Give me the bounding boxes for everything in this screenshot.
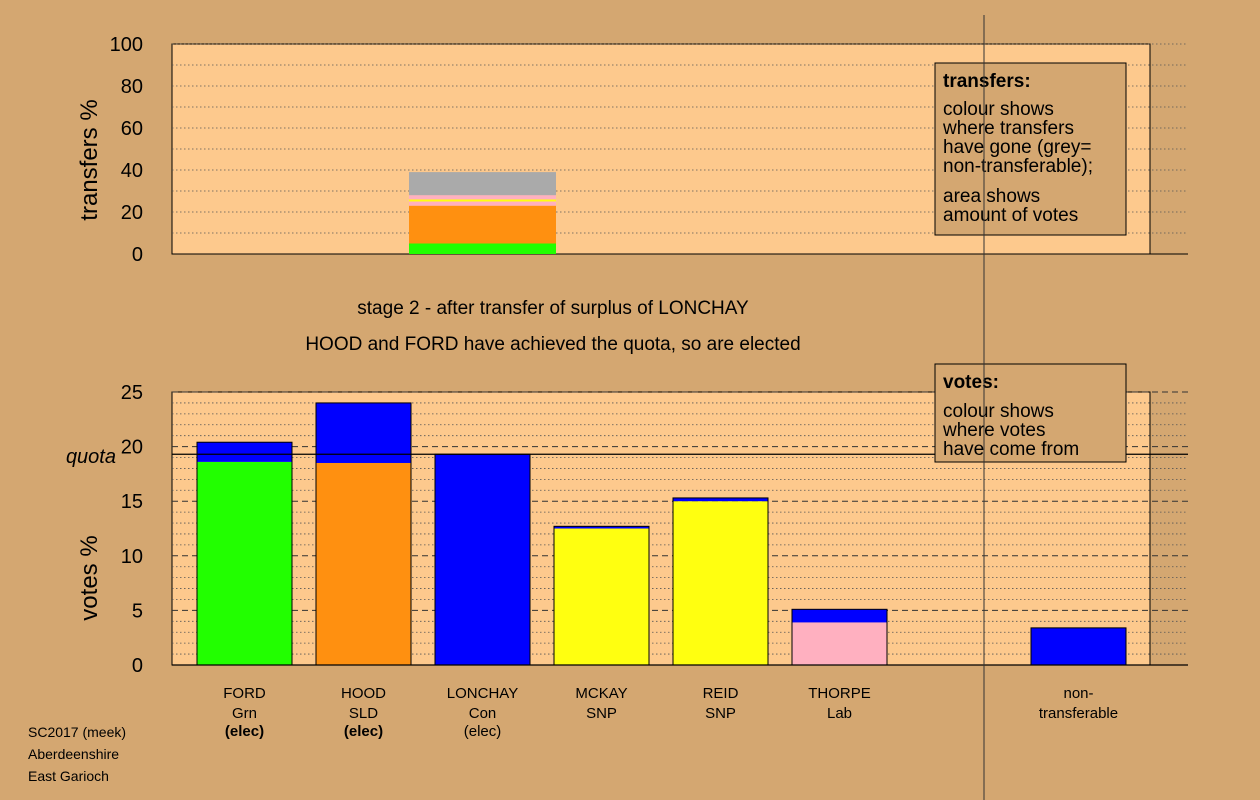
quota-label: quota: [66, 446, 116, 468]
candidate-status-lonchay: (elec): [464, 723, 502, 740]
bar-reid-segment: [673, 501, 768, 665]
transfer-segment: [409, 201, 556, 206]
bar-mckay-segment: [554, 526, 649, 529]
stage-title: stage 2 - after transfer of surplus of L…: [357, 298, 749, 319]
transfers-y-tick-label: 20: [121, 202, 143, 224]
votes-y-axis-label: votes %: [76, 535, 103, 620]
candidate-status-ford: (elec): [225, 723, 264, 740]
transfers-y-tick-label: 80: [121, 76, 143, 98]
bar-thorpe-segment: [792, 622, 887, 665]
transfer-segment: [409, 243, 556, 254]
votes-y-tick-label: 15: [121, 491, 143, 513]
nontransferable-label-line2: transferable: [1039, 705, 1118, 722]
candidate-name-reid: REID: [703, 685, 739, 702]
votes-y-tick-label: 20: [121, 437, 143, 459]
bar-hood-segment: [316, 402, 411, 463]
transfer-segment: [409, 195, 556, 200]
bar-nontransferable-segment: [1031, 627, 1126, 665]
votes-legend-text: colour shows: [943, 401, 1054, 422]
transfer-segment: [409, 199, 556, 202]
transfers-legend-text: colour shows: [943, 99, 1054, 120]
stage-subtitle: HOOD and FORD have achieved the quota, s…: [305, 334, 800, 355]
bar-mckay-segment: [554, 528, 649, 665]
transfers-legend-text: have gone (grey=: [943, 137, 1091, 158]
candidate-party-thorpe: Lab: [827, 705, 852, 722]
candidate-party-lonchay: Con: [469, 705, 497, 722]
transfers-y-tick-label: 100: [110, 34, 143, 56]
candidate-name-lonchay: LONCHAY: [447, 685, 518, 702]
votes-legend-box: [934, 363, 1127, 463]
footer-line-1: SC2017 (meek): [28, 724, 127, 740]
bar-ford-segment: [197, 461, 292, 665]
votes-y-tick-label: 25: [121, 382, 143, 404]
votes-y-tick-label: 5: [132, 600, 143, 622]
candidate-status-hood: (elec): [344, 723, 383, 740]
transfers-legend-text: where transfers: [942, 118, 1074, 139]
transfer-segment: [409, 172, 556, 196]
transfers-y-tick-label: 0: [132, 244, 143, 266]
bar-hood-segment: [316, 462, 411, 665]
transfers-y-tick-label: 60: [121, 118, 143, 140]
candidate-name-thorpe: THORPE: [808, 685, 871, 702]
transfers-y-axis-label: transfers %: [76, 99, 103, 220]
votes-legend-text: have come from: [943, 439, 1079, 460]
candidate-party-hood: SLD: [349, 705, 378, 722]
transfers-legend-title: transfers:: [943, 71, 1031, 92]
bar-lonchay-segment: [435, 454, 530, 665]
transfers-legend-box: [934, 62, 1127, 236]
votes-y-tick-label: 0: [132, 655, 143, 677]
candidate-party-mckay: SNP: [586, 705, 617, 722]
transfers-y-tick-label: 40: [121, 160, 143, 182]
bar-ford-segment: [197, 442, 292, 462]
candidate-name-ford: FORD: [223, 685, 266, 702]
bar-reid-segment: [673, 497, 768, 502]
footer-line-3: East Garioch: [28, 768, 109, 784]
candidate-party-reid: SNP: [705, 705, 736, 722]
transfer-segment: [409, 205, 556, 244]
transfers-legend-text: non-transferable);: [943, 156, 1093, 177]
votes-legend-title: votes:: [943, 372, 999, 393]
votes-legend-text: where votes: [942, 420, 1045, 441]
footer: SC2017 (meek) Aberdeenshire East Garioch: [28, 721, 126, 787]
candidate-name-hood: HOOD: [341, 685, 386, 702]
bar-thorpe-segment: [792, 609, 887, 623]
candidate-party-ford: Grn: [232, 705, 257, 722]
candidate-name-mckay: MCKAY: [575, 685, 627, 702]
transfers-legend-text: area shows: [943, 186, 1040, 207]
votes-y-tick-label: 10: [121, 546, 143, 568]
footer-line-2: Aberdeenshire: [28, 746, 120, 762]
nontransferable-label-line1: non-: [1063, 685, 1093, 702]
transfers-legend-text: amount of votes: [943, 205, 1078, 226]
